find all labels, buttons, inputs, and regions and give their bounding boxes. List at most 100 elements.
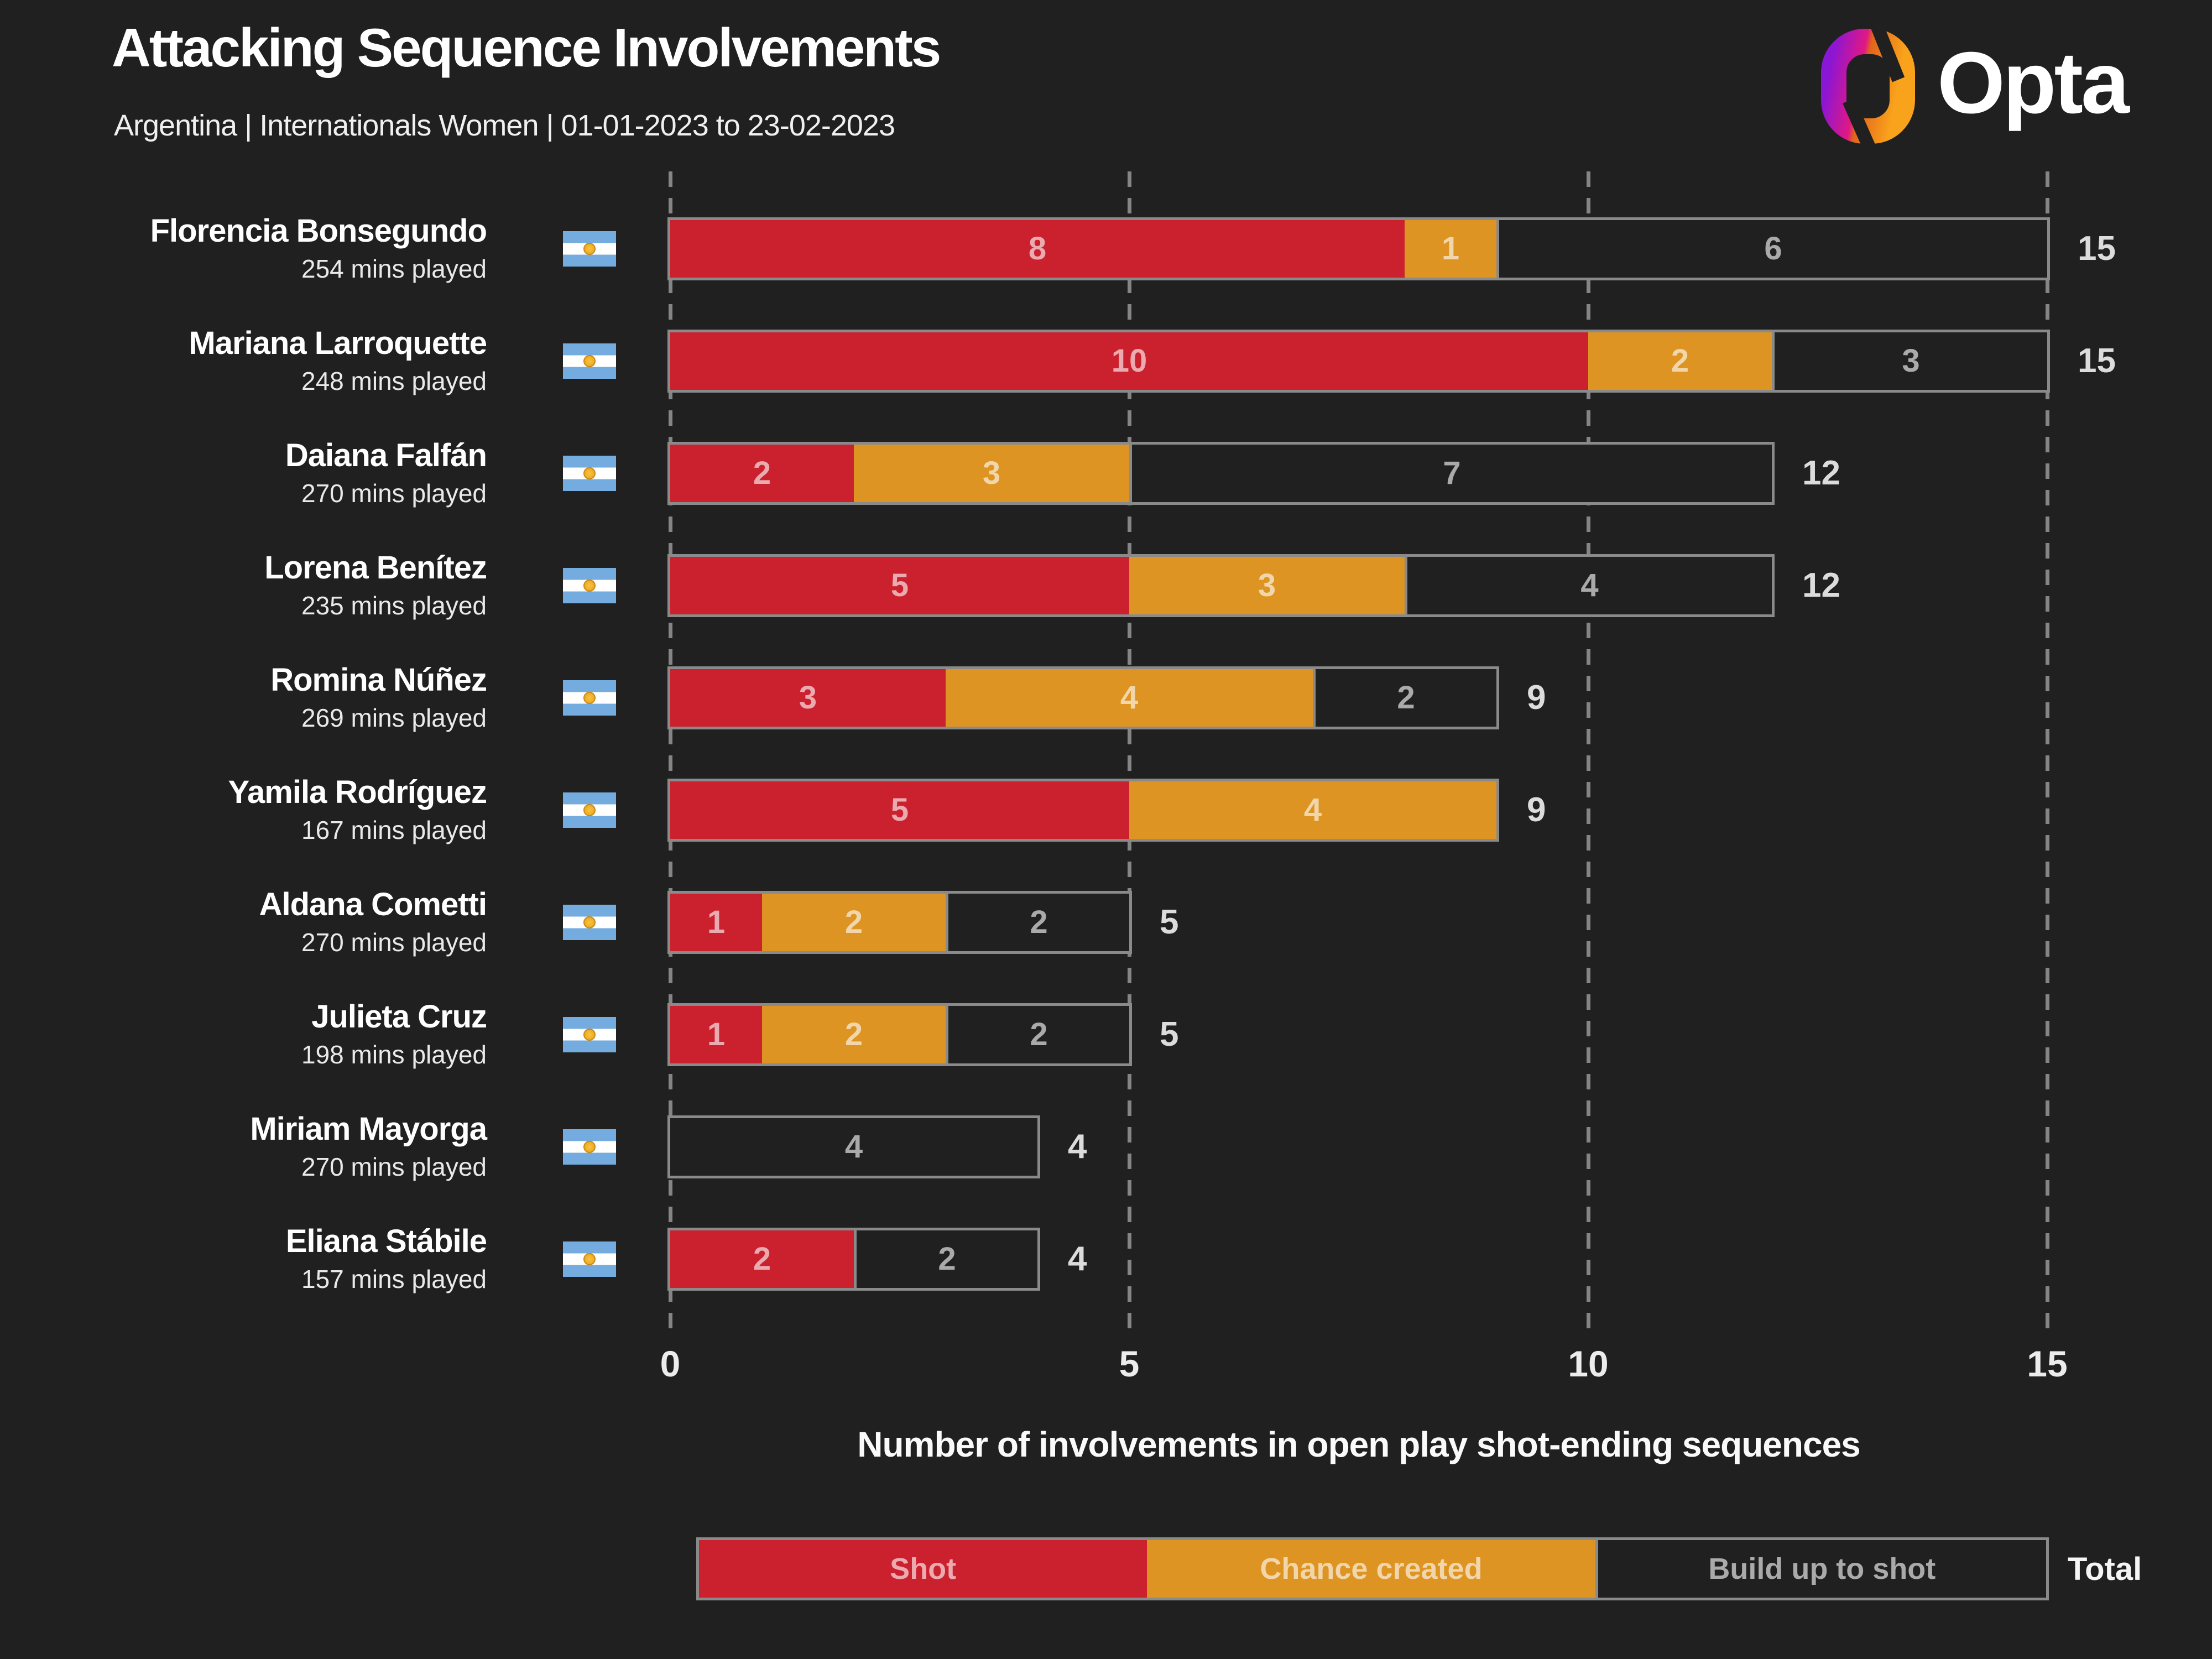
build-up-value: 2	[1030, 1016, 1048, 1052]
stacked-bar: 5 3 4	[667, 554, 1775, 617]
opta-o-icon	[1821, 29, 1915, 144]
legend: Shot Chance created Build up to shot Tot…	[696, 1537, 2142, 1600]
player-name: Yamila Rodríguez	[228, 774, 487, 811]
build-up-segment: 2	[854, 1230, 1037, 1288]
shot-value: 2	[753, 1241, 771, 1277]
player-row: Lorena Benítez 235 mins played 5 3 4 12	[0, 529, 2212, 641]
total-value: 9	[1527, 791, 1546, 829]
bar-area: 5 3 4 12	[667, 554, 2212, 617]
build-up-segment: 2	[946, 1005, 1129, 1063]
total-value: 4	[1068, 1128, 1087, 1166]
opta-wordmark: Opta	[1937, 34, 2130, 132]
player-label: Aldana Cometti 270 mins played	[0, 886, 487, 957]
player-row: Julieta Cruz 198 mins played 1 2 2 5	[0, 978, 2212, 1091]
shot-value: 1	[707, 1016, 726, 1052]
stacked-bar: 5 4 0	[667, 778, 1499, 842]
argentina-flag-icon	[563, 231, 616, 267]
chance-created-segment: 3	[1129, 556, 1405, 614]
shot-value: 5	[890, 567, 909, 603]
legend-chance-created: Chance created	[1147, 1540, 1595, 1598]
chance-created-value: 2	[844, 904, 863, 940]
page-title: Attacking Sequence Involvements	[112, 17, 941, 78]
total-value: 5	[1160, 903, 1179, 941]
build-up-value: 4	[844, 1129, 863, 1165]
build-up-segment: 7	[1129, 444, 1772, 502]
axis-tick-0: 0	[660, 1343, 681, 1384]
player-mins: 270 mins played	[301, 478, 487, 508]
player-row: Eliana Stábile 157 mins played 2 0 2 4	[0, 1203, 2212, 1315]
build-up-value: 2	[938, 1241, 956, 1277]
player-row: Florencia Bonsegundo 254 mins played 8 1…	[0, 192, 2212, 305]
argentina-flag-icon	[563, 1016, 616, 1052]
shot-segment: 5	[670, 556, 1129, 614]
shot-segment: 1	[670, 893, 762, 951]
bar-area: 10 2 3 15	[667, 329, 2212, 393]
flag-sun-icon	[583, 242, 596, 255]
stacked-bar: 0 0 4	[667, 1115, 1040, 1178]
build-up-value: 4	[1580, 567, 1599, 603]
chance-created-value: 4	[1120, 680, 1139, 716]
build-up-value: 3	[1902, 343, 1920, 379]
shot-segment: 2	[670, 444, 854, 502]
build-up-segment: 2	[1313, 669, 1496, 727]
total-value: 15	[2078, 229, 2116, 268]
chance-created-segment: 2	[1588, 332, 1772, 390]
player-row: Mariana Larroquette 248 mins played 10 2…	[0, 305, 2212, 417]
shot-value: 1	[707, 904, 726, 940]
player-mins: 254 mins played	[301, 254, 487, 283]
gridline-10	[1587, 171, 1590, 1333]
flag-sun-icon	[583, 467, 596, 479]
player-row: Yamila Rodríguez 167 mins played 5 4 0 9	[0, 754, 2212, 866]
shot-segment: 1	[670, 1005, 762, 1063]
argentina-flag-icon	[563, 904, 616, 940]
shot-value: 3	[799, 680, 817, 716]
player-label: Miriam Mayorga 270 mins played	[0, 1111, 487, 1182]
shot-value: 2	[753, 455, 771, 491]
chance-created-segment: 4	[946, 669, 1313, 727]
stacked-bar: 2 0 2	[667, 1227, 1040, 1291]
flag-sun-icon	[583, 691, 596, 704]
gridline-15	[2046, 171, 2049, 1333]
chance-created-segment: 3	[854, 444, 1129, 502]
shot-value: 5	[890, 792, 909, 828]
build-up-value: 2	[1397, 680, 1415, 716]
argentina-flag-icon	[563, 343, 616, 379]
axis-tick-10: 10	[1568, 1343, 1609, 1384]
build-up-value: 6	[1764, 231, 1782, 267]
argentina-flag-icon	[563, 792, 616, 828]
chance-created-value: 1	[1441, 231, 1460, 267]
argentina-flag-icon	[563, 455, 616, 491]
player-label: Florencia Bonsegundo 254 mins played	[0, 213, 487, 284]
stacked-bar: 1 2 2	[667, 1003, 1132, 1066]
stacked-bar: 10 2 3	[667, 329, 2050, 393]
player-mins: 270 mins played	[301, 1152, 487, 1181]
legend-build-up-to-shot: Build up to shot	[1595, 1540, 2046, 1598]
player-label: Julieta Cruz 198 mins played	[0, 999, 487, 1070]
flag-sun-icon	[583, 916, 596, 928]
player-mins: 235 mins played	[301, 591, 487, 620]
shot-segment: 8	[670, 220, 1405, 278]
player-row: Romina Núñez 269 mins played 3 4 2 9	[0, 641, 2212, 754]
chance-created-value: 2	[1671, 343, 1689, 379]
chance-created-value: 4	[1303, 792, 1322, 828]
player-label: Eliana Stábile 157 mins played	[0, 1223, 487, 1294]
chance-created-segment: 4	[1129, 781, 1496, 839]
player-name: Florencia Bonsegundo	[150, 213, 487, 249]
shot-value: 8	[1028, 231, 1047, 267]
flag-sun-icon	[583, 579, 596, 592]
shot-value: 10	[1111, 343, 1147, 379]
player-name: Miriam Mayorga	[250, 1111, 487, 1147]
shot-segment: 5	[670, 781, 1129, 839]
bar-area: 3 4 2 9	[667, 666, 2212, 729]
axis-tick-15: 15	[2027, 1343, 2068, 1384]
build-up-segment: 4	[670, 1118, 1037, 1176]
flag-sun-icon	[583, 1028, 596, 1041]
argentina-flag-icon	[563, 680, 616, 716]
opta-logo: Opta	[1821, 29, 2130, 144]
player-mins: 248 mins played	[301, 366, 487, 395]
page-subtitle: Argentina | Internationals Women | 01-01…	[114, 109, 895, 142]
player-row: Daiana Falfán 270 mins played 2 3 7 12	[0, 417, 2212, 529]
chance-created-segment: 1	[1405, 220, 1496, 278]
total-value: 15	[2078, 342, 2116, 380]
